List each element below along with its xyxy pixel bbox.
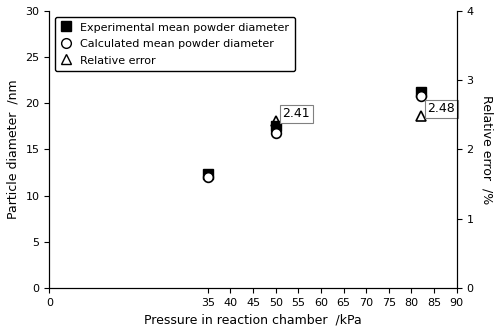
Text: 2.48: 2.48 xyxy=(428,103,455,116)
Y-axis label: Relative error  /%: Relative error /% xyxy=(480,95,493,204)
Legend: Experimental mean powder diameter, Calculated mean powder diameter, Relative err: Experimental mean powder diameter, Calcu… xyxy=(55,17,295,71)
Y-axis label: Particle diameter  /nm: Particle diameter /nm xyxy=(7,80,20,219)
X-axis label: Pressure in reaction chamber  /kPa: Pressure in reaction chamber /kPa xyxy=(144,313,362,326)
Text: 2.41: 2.41 xyxy=(282,107,310,120)
Text: 3.58: 3.58 xyxy=(217,27,244,40)
